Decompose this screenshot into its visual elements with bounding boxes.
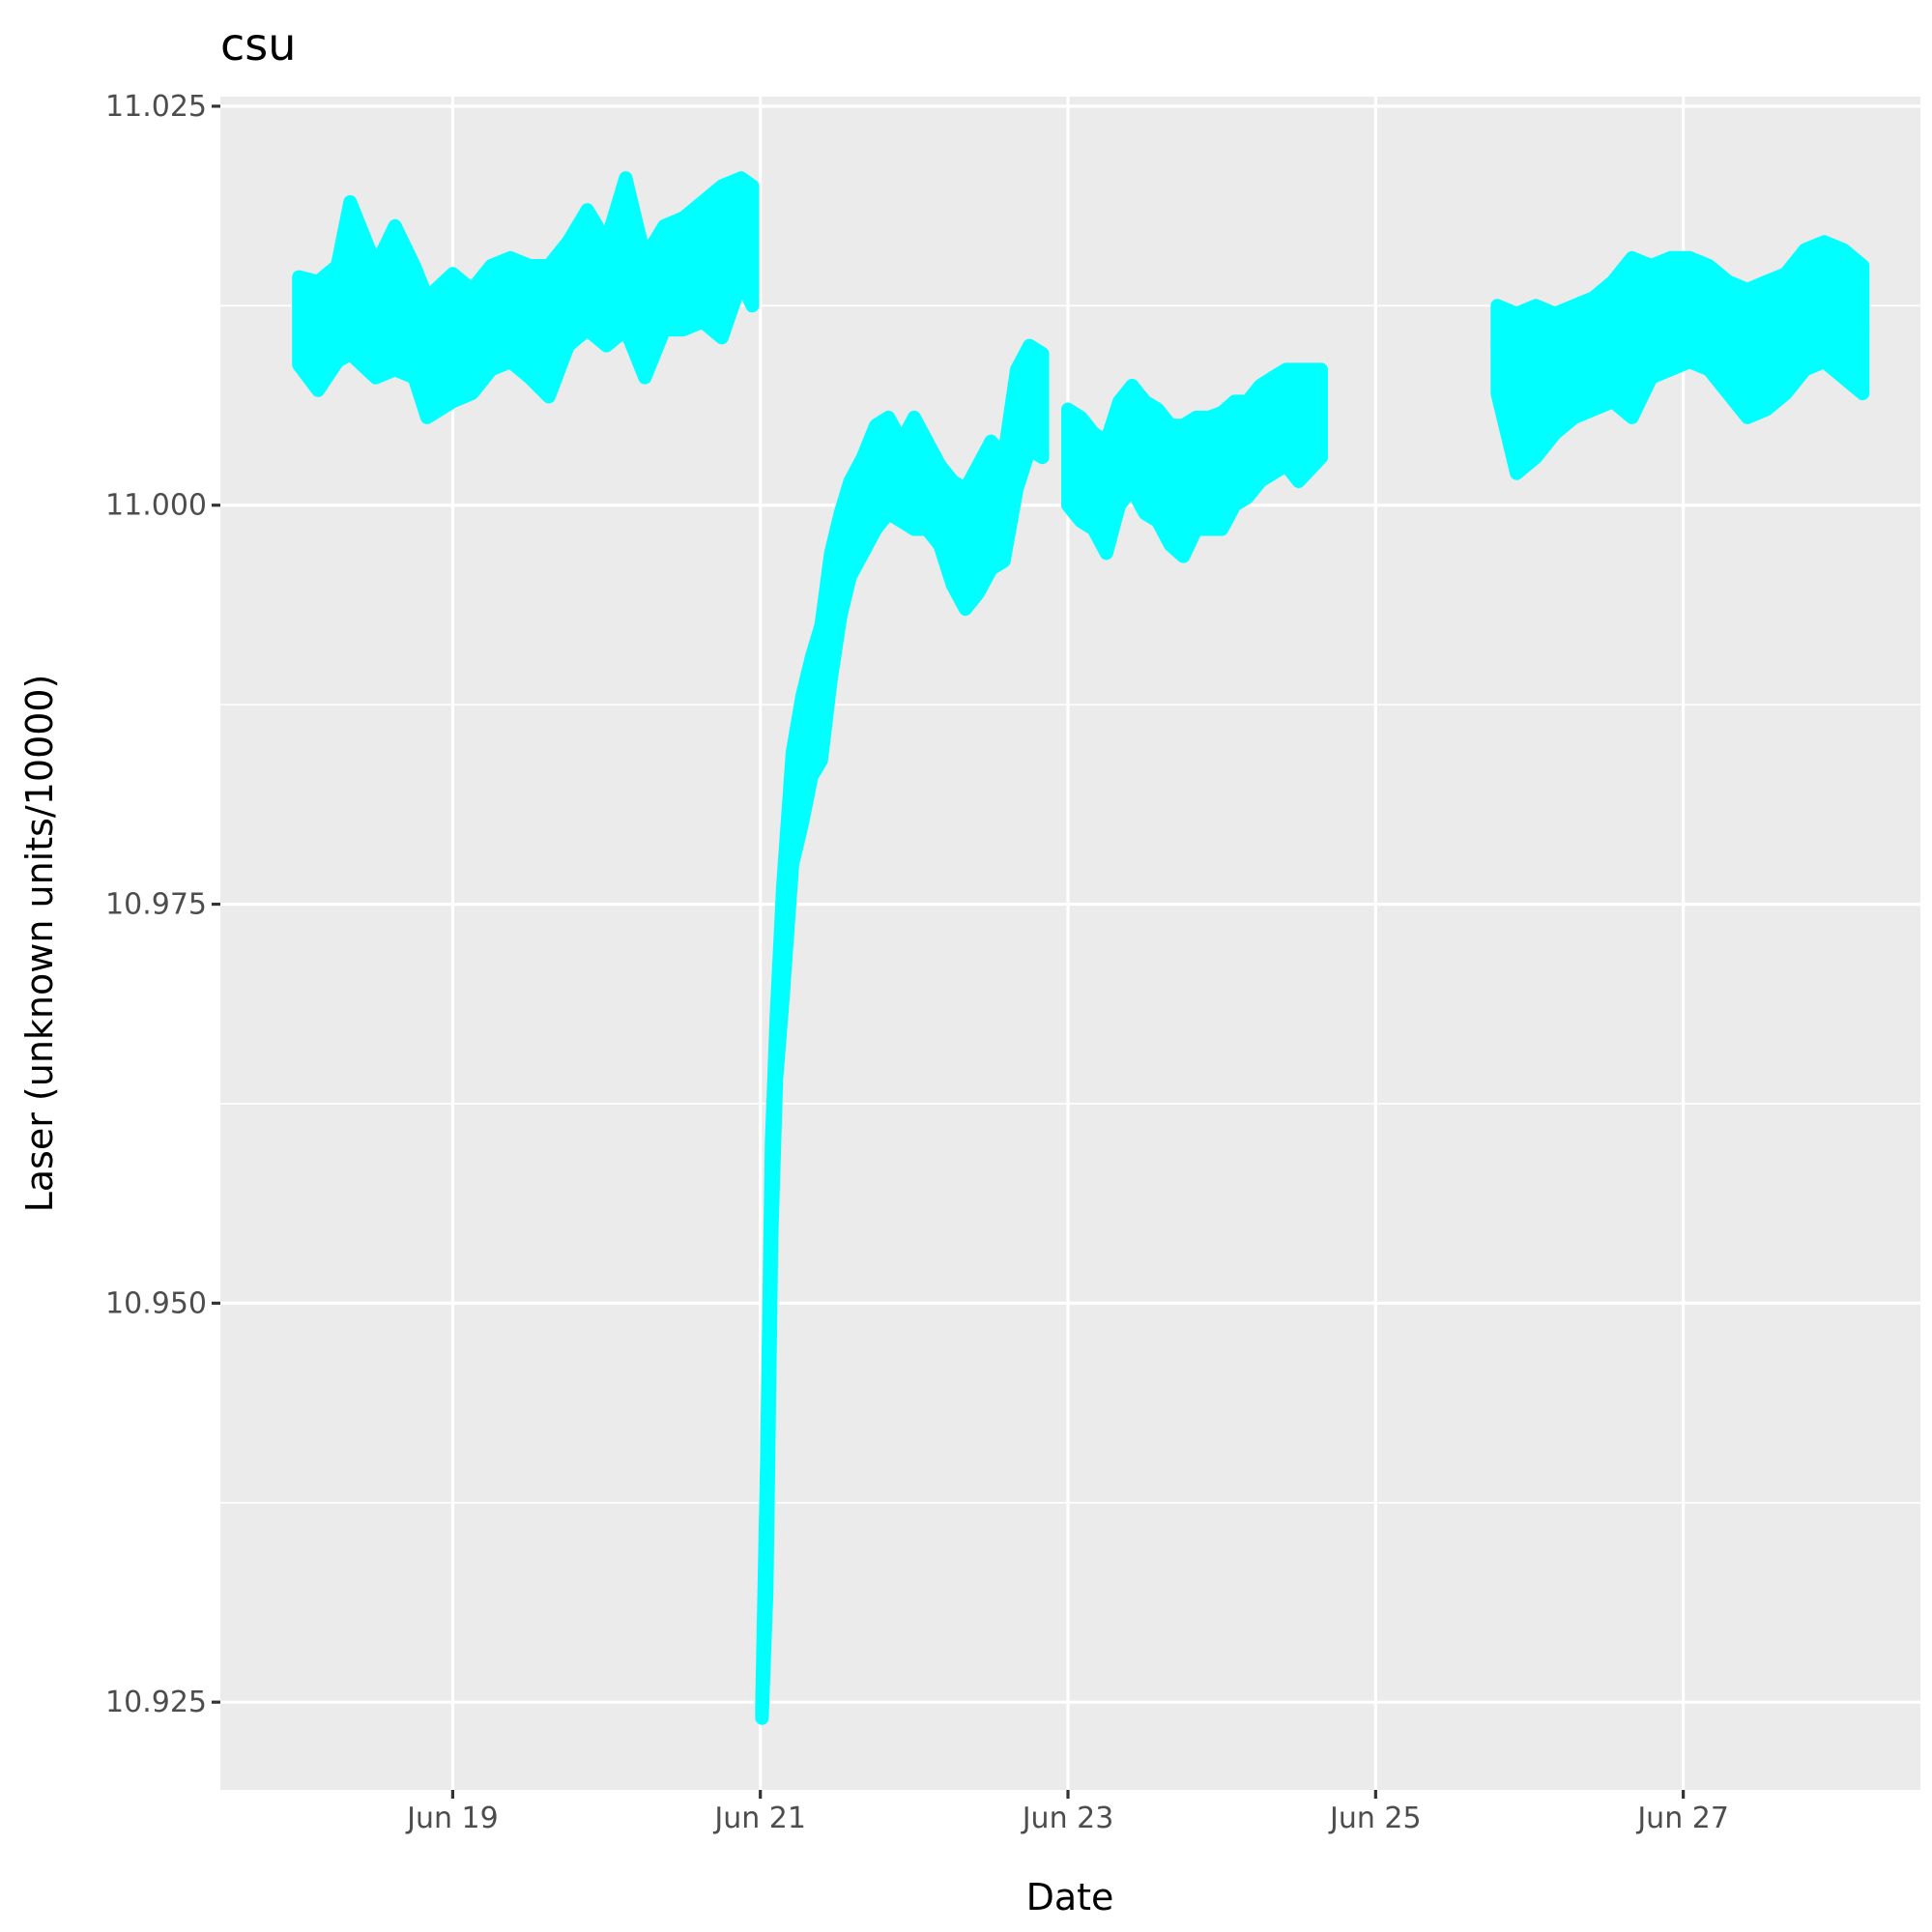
y-tick-label: 10.975 [105, 888, 207, 922]
series-band-4 [1490, 235, 1870, 480]
series-band-1 [292, 171, 760, 424]
series-layer [292, 171, 1870, 1725]
y-tick-label: 11.025 [105, 90, 207, 124]
y-tick-label: 10.950 [105, 1286, 207, 1320]
x-tick-label: Jun 25 [1328, 1802, 1422, 1835]
chart-title: csu [220, 18, 296, 71]
series-line-2 [755, 387, 1050, 1717]
x-tick-label: Jun 19 [405, 1802, 499, 1835]
x-tick-label: Jun 23 [1021, 1802, 1114, 1835]
x-axis: Jun 19 Jun 21 Jun 23 Jun 25 Jun 27 [405, 1790, 1729, 1835]
x-axis-title: Date [1026, 1876, 1114, 1918]
y-axis-title: Laser (unknown units/10000) [18, 675, 61, 1213]
series-line-3 [1061, 410, 1328, 497]
series-line-1 [292, 227, 760, 360]
x-tick-label: Jun 21 [712, 1802, 806, 1835]
x-tick-label: Jun 27 [1635, 1802, 1729, 1835]
y-tick-label: 10.925 [105, 1686, 207, 1719]
series-line-4 [1490, 282, 1870, 385]
y-axis: 10.925 10.950 10.975 11.000 11.025 [105, 90, 220, 1719]
y-tick-label: 11.000 [105, 489, 207, 523]
